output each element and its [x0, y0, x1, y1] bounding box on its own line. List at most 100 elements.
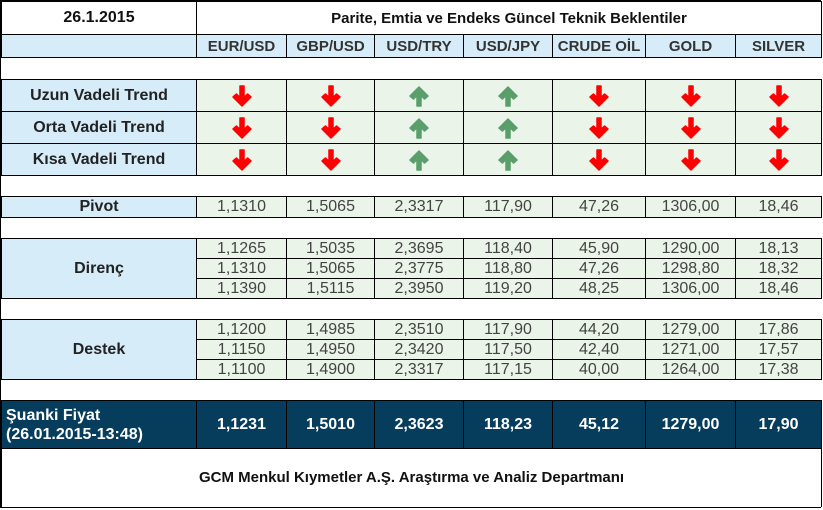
pivot-value: 47,26	[552, 196, 646, 218]
resistance-value: 118,40	[463, 238, 553, 259]
col-header-gbpusd: GBP/USD	[286, 34, 375, 58]
resistance-value: 119,20	[463, 278, 553, 299]
up-arrow-icon	[409, 149, 429, 171]
down-arrow-icon	[768, 84, 789, 107]
trend-cell	[374, 79, 464, 112]
support-row-1: Destek 1,1200 1,4985 2,3510 117,90 44,20…	[1, 319, 823, 380]
resistance-value: 2,3695	[374, 238, 464, 259]
trend-cell	[645, 111, 736, 144]
resistance-row-1: Direnç 1,1265 1,5035 2,3695 118,40 45,90…	[1, 238, 823, 299]
trend-cell	[552, 79, 646, 112]
current-price-title: Şuanki Fiyat	[6, 406, 101, 424]
col-header-usdtry: USD/TRY	[374, 34, 464, 58]
trend-cell	[463, 143, 553, 176]
current-price-row: Şuanki Fiyat (26.01.2015-13:48) 1,1231 1…	[1, 400, 823, 449]
column-header-row: EUR/USD GBP/USD USD/TRY USD/JPY CRUDE Oİ…	[1, 34, 823, 58]
col-header-eurusd: EUR/USD	[196, 34, 287, 58]
down-arrow-icon	[768, 148, 789, 171]
current-price-label: Şuanki Fiyat (26.01.2015-13:48)	[1, 400, 197, 449]
support-value: 1279,00	[645, 319, 736, 340]
down-arrow-icon	[320, 148, 341, 171]
spacer	[1, 217, 822, 239]
resistance-value: 1,5065	[286, 258, 375, 279]
resistance-value: 18,32	[734, 258, 823, 279]
support-value: 42,40	[552, 339, 646, 360]
col-header-usdjpy: USD/JPY	[463, 34, 553, 58]
current-price-value: 1,1231	[196, 400, 287, 449]
down-arrow-icon	[589, 84, 609, 107]
down-arrow-icon	[589, 116, 609, 139]
resistance-value: 1,1265	[196, 238, 287, 259]
trend-cell	[196, 79, 287, 112]
current-price-value: 45,12	[552, 400, 646, 449]
support-value: 2,3317	[374, 359, 464, 380]
up-arrow-icon	[409, 117, 429, 139]
trend-cell	[734, 111, 823, 144]
support-value: 1264,00	[645, 359, 736, 380]
current-price-value: 2,3623	[374, 400, 464, 449]
resistance-value: 45,90	[552, 238, 646, 259]
spacer-row	[1, 379, 822, 401]
spacer	[1, 379, 822, 401]
spacer-row	[1, 217, 822, 239]
support-value: 117,90	[463, 319, 553, 340]
resistance-value: 1,5035	[286, 238, 375, 259]
resistance-value: 1298,80	[645, 258, 736, 279]
support-value: 2,3420	[374, 339, 464, 360]
current-price-value: 1,5010	[286, 400, 375, 449]
support-value: 1,4985	[286, 319, 375, 340]
resistance-value: 47,26	[552, 258, 646, 279]
up-arrow-icon	[498, 85, 518, 107]
resistance-value: 2,3950	[374, 278, 464, 299]
pivot-value: 1,5065	[286, 196, 375, 218]
spacer-row	[1, 298, 822, 320]
down-arrow-icon	[589, 148, 609, 171]
support-value: 1,1150	[196, 339, 287, 360]
resistance-value: 1306,00	[645, 278, 736, 299]
down-arrow-icon	[680, 116, 701, 139]
trend-label: Uzun Vadeli Trend	[1, 79, 197, 112]
down-arrow-icon	[768, 116, 789, 139]
pivot-value: 2,3317	[374, 196, 464, 218]
col-header-crude-oil: CRUDE OİL	[552, 34, 646, 58]
current-price-value: 17,90	[734, 400, 823, 449]
trend-cell	[734, 79, 823, 112]
down-arrow-icon	[231, 116, 252, 139]
header-blank	[1, 34, 197, 58]
pivot-label: Pivot	[1, 196, 197, 218]
support-value: 1,4900	[286, 359, 375, 380]
trend-cell	[286, 111, 375, 144]
support-value: 44,20	[552, 319, 646, 340]
footer-row: GCM Menkul Kıymetler A.Ş. Araştırma ve A…	[0, 448, 823, 507]
up-arrow-icon	[409, 85, 429, 107]
col-header-silver: SILVER	[734, 34, 823, 58]
trend-cell	[552, 143, 646, 176]
down-arrow-icon	[231, 84, 252, 107]
trend-cell	[734, 143, 823, 176]
footer-text: GCM Menkul Kıymetler A.Ş. Araştırma ve A…	[0, 448, 823, 507]
trend-cell	[286, 79, 375, 112]
support-value: 17,57	[734, 339, 823, 360]
support-value: 1271,00	[645, 339, 736, 360]
trend-cell	[196, 143, 287, 176]
trend-cell	[286, 143, 375, 176]
resistance-value: 1,1310	[196, 258, 287, 279]
resistance-value: 1290,00	[645, 238, 736, 259]
resistance-value: 2,3775	[374, 258, 464, 279]
pivot-value: 1,1310	[196, 196, 287, 218]
report-title: Parite, Emtia ve Endeks Güncel Teknik Be…	[195, 1, 823, 35]
down-arrow-icon	[680, 148, 701, 171]
trend-row-long: Uzun Vadeli Trend	[1, 79, 823, 112]
spacer-row	[1, 175, 822, 197]
title-row: 26.1.2015 Parite, Emtia ve Endeks Güncel…	[1, 1, 823, 35]
col-header-gold: GOLD	[645, 34, 736, 58]
trend-label: Orta Vadeli Trend	[1, 111, 197, 144]
pivot-value: 1306,00	[645, 196, 736, 218]
current-price-timestamp: (26.01.2015-13:48)	[6, 425, 143, 443]
support-value: 17,38	[734, 359, 823, 380]
trend-cell	[196, 111, 287, 144]
up-arrow-icon	[498, 149, 518, 171]
support-value: 117,50	[463, 339, 553, 360]
